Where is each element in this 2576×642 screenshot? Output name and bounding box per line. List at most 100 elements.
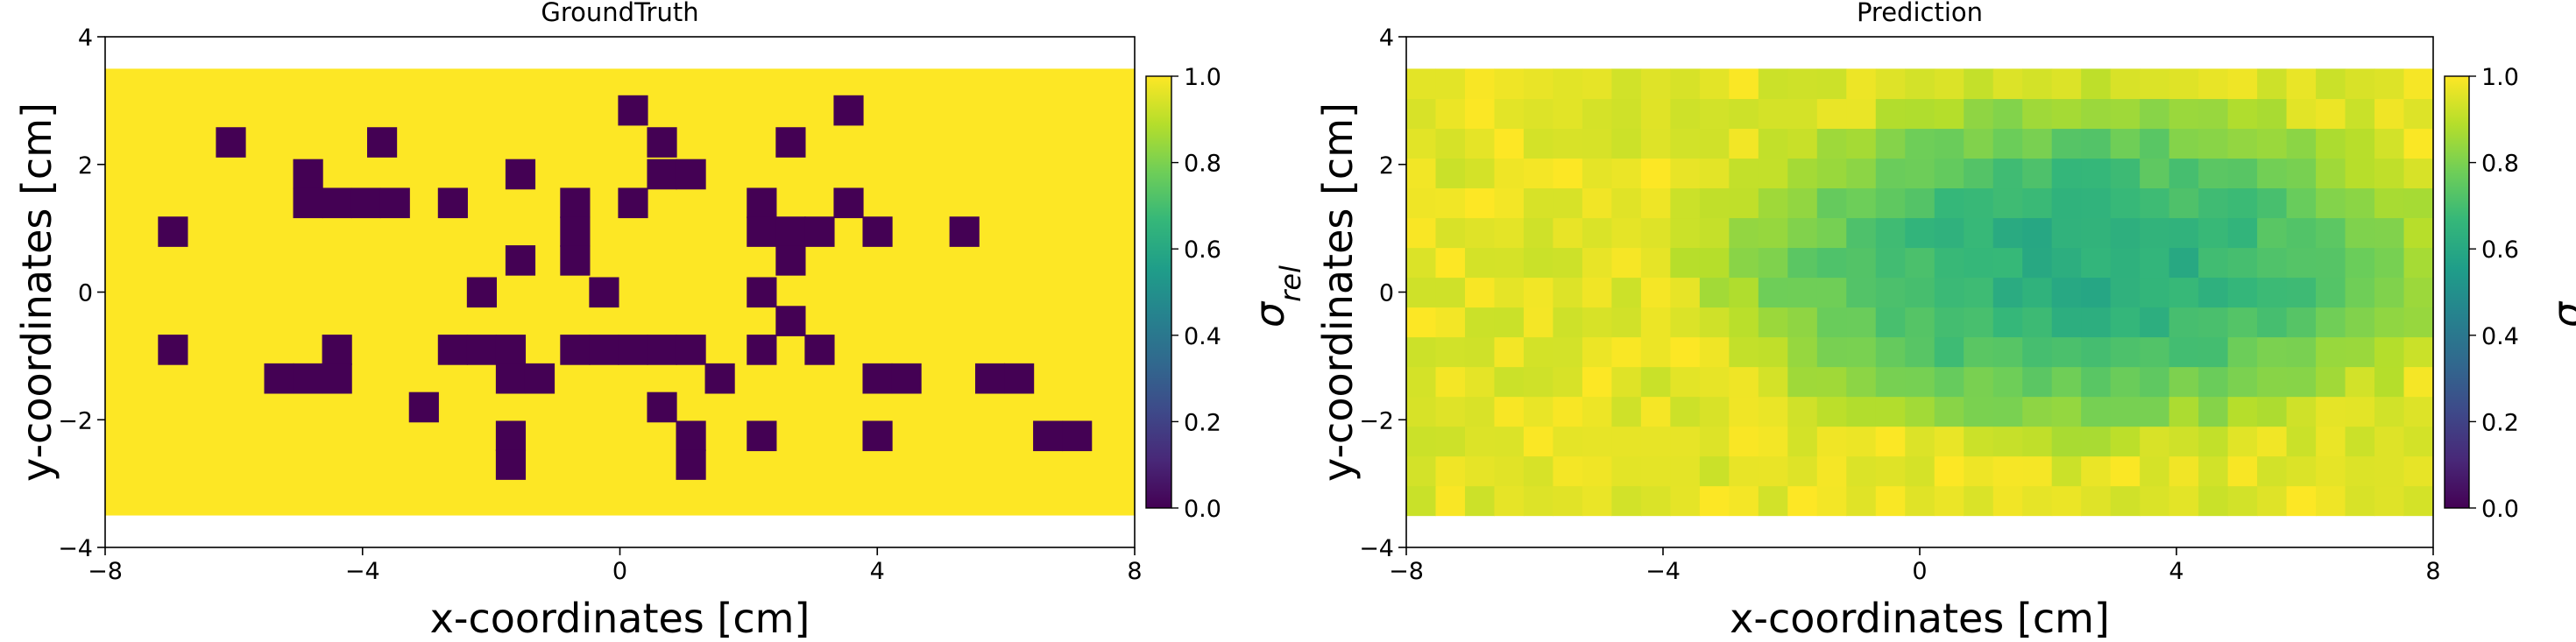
heatmap-cell bbox=[2316, 68, 2346, 100]
heatmap-cell bbox=[1992, 485, 2023, 517]
heatmap-cell bbox=[2051, 426, 2082, 457]
heatmap-cell bbox=[1611, 336, 1642, 368]
heatmap-cell bbox=[1729, 485, 1759, 517]
heatmap-cell bbox=[2169, 455, 2199, 487]
heatmap-cell bbox=[2257, 128, 2288, 159]
heatmap-cell bbox=[2257, 366, 2288, 398]
heatmap-cell bbox=[2316, 98, 2346, 130]
heatmap-cell bbox=[1582, 396, 1612, 427]
heatmap-cell bbox=[560, 187, 591, 219]
x-tick-label: −8 bbox=[88, 558, 123, 585]
heatmap-cell bbox=[2316, 128, 2346, 159]
heatmap-cell bbox=[2345, 336, 2375, 368]
heatmap-cell bbox=[1670, 187, 1701, 219]
heatmap-cell bbox=[2345, 455, 2375, 487]
heatmap-cell bbox=[1905, 455, 1936, 487]
heatmap-cell bbox=[1553, 128, 1583, 159]
heatmap-cell bbox=[1670, 277, 1701, 308]
heatmap-cell bbox=[1787, 336, 1818, 368]
y-tick-label: 0 bbox=[1379, 280, 1394, 307]
heatmap-cell bbox=[1582, 247, 1612, 279]
heatmap-cell bbox=[1553, 426, 1583, 457]
colorbar-tick-label: 0.6 bbox=[2481, 236, 2519, 264]
heatmap-cell bbox=[1699, 485, 1730, 517]
heatmap-cell bbox=[2403, 158, 2434, 189]
heatmap-cell bbox=[2081, 396, 2112, 427]
heatmap-cell bbox=[2316, 217, 2346, 249]
heatmap-cell bbox=[1846, 98, 1877, 130]
heatmap-cell bbox=[1875, 485, 1906, 517]
heatmap-cell bbox=[1640, 217, 1671, 249]
heatmap-cell bbox=[747, 420, 777, 452]
heatmap-cell bbox=[1905, 187, 1936, 219]
heatmap-cell bbox=[1553, 217, 1583, 249]
heatmap-cell bbox=[1934, 336, 1964, 368]
heatmap-cell bbox=[2316, 485, 2346, 517]
heatmap-cell bbox=[1640, 396, 1671, 427]
heatmap-cell bbox=[2110, 68, 2141, 100]
heatmap-cell bbox=[1435, 307, 1466, 338]
heatmap-cell bbox=[1729, 336, 1759, 368]
heatmap-cell bbox=[1523, 336, 1554, 368]
heatmap-cell bbox=[1640, 247, 1671, 279]
heatmap-cell bbox=[1553, 396, 1583, 427]
heatmap-cell bbox=[2110, 396, 2141, 427]
heatmap-cell bbox=[1905, 396, 1936, 427]
heatmap-cell bbox=[1964, 455, 1994, 487]
heatmap-cell bbox=[1611, 455, 1642, 487]
heatmap-cell bbox=[804, 335, 835, 365]
heatmap-cell bbox=[1846, 187, 1877, 219]
heatmap-cell bbox=[1553, 307, 1583, 338]
heatmap-cell bbox=[1640, 68, 1671, 100]
heatmap-cell bbox=[1435, 128, 1466, 159]
heatmap-cell bbox=[1406, 426, 1437, 457]
heatmap-cell bbox=[1729, 426, 1759, 457]
heatmap-cell bbox=[1934, 455, 1964, 487]
heatmap-cell bbox=[2286, 68, 2317, 100]
heatmap-cell bbox=[1729, 187, 1759, 219]
heatmap-cell bbox=[1640, 485, 1671, 517]
heatmap-cell bbox=[2403, 307, 2434, 338]
heatmap-cell bbox=[2051, 217, 2082, 249]
heatmap-cell bbox=[1964, 307, 1994, 338]
colorbar-tick-label: 1.0 bbox=[1184, 64, 1221, 91]
heatmap-cell bbox=[1611, 366, 1642, 398]
colorbar-tick-label: 0.0 bbox=[2481, 496, 2519, 523]
heatmap-cell bbox=[2140, 128, 2170, 159]
heatmap-cell bbox=[1611, 307, 1642, 338]
heatmap-cell bbox=[1670, 455, 1701, 487]
heatmap-cell bbox=[2345, 68, 2375, 100]
heatmap-cell bbox=[1964, 187, 1994, 219]
heatmap-cell bbox=[1787, 396, 1818, 427]
heatmap-cell bbox=[1758, 187, 1788, 219]
heatmap-cell bbox=[676, 449, 706, 480]
heatmap-cell bbox=[1406, 247, 1437, 279]
heatmap-cell bbox=[1934, 366, 1964, 398]
heatmap-cell bbox=[2198, 187, 2229, 219]
heatmap-cell bbox=[408, 392, 439, 423]
heatmap-cell bbox=[2316, 396, 2346, 427]
heatmap-cell bbox=[1934, 98, 1964, 130]
heatmap-cell bbox=[1553, 247, 1583, 279]
heatmap-cell bbox=[2198, 307, 2229, 338]
heatmap-cell bbox=[2227, 68, 2258, 100]
heatmap-cell bbox=[1464, 366, 1496, 398]
heatmap-cell bbox=[2169, 366, 2199, 398]
heatmap-cell bbox=[1729, 158, 1759, 189]
heatmap-cell bbox=[1464, 336, 1496, 368]
heatmap-cell bbox=[2403, 68, 2434, 100]
heatmap-cell bbox=[1611, 247, 1642, 279]
colorbar-label: σrel bbox=[2544, 265, 2576, 328]
heatmap-cell bbox=[1523, 68, 1554, 100]
heatmap-cell bbox=[1670, 307, 1701, 338]
heatmap-cell bbox=[2345, 128, 2375, 159]
heatmap-cell bbox=[2345, 217, 2375, 249]
heatmap-cell bbox=[1523, 485, 1554, 517]
heatmap-cell bbox=[747, 187, 777, 219]
heatmap-cell bbox=[2345, 366, 2375, 398]
heatmap-cell bbox=[1699, 98, 1730, 130]
heatmap-cell bbox=[2286, 336, 2317, 368]
heatmap-cell bbox=[1729, 277, 1759, 308]
heatmap-cell bbox=[2286, 187, 2317, 219]
